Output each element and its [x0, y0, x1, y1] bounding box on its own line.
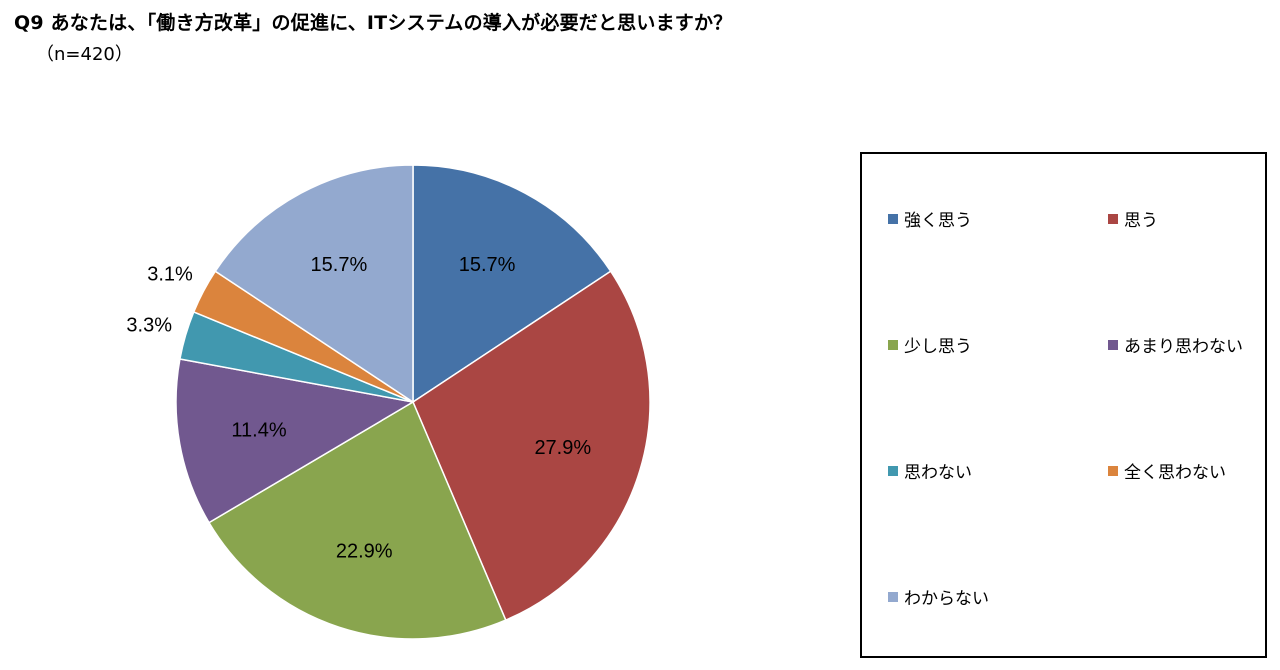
chart-subtitle: （n=420） [36, 44, 133, 65]
pie-data-label-4: 3.3% [126, 314, 172, 336]
legend-label: あまり思わない [1124, 337, 1243, 357]
legend-item-0: 強く思う [888, 206, 972, 231]
legend-swatch [1108, 339, 1118, 350]
pie-data-label-5: 3.1% [147, 263, 193, 285]
legend-label: 思う [1124, 211, 1158, 231]
legend-item-5: 全く思わない [1108, 458, 1226, 483]
legend-label: 全く思わない [1124, 463, 1226, 483]
legend-swatch [1108, 465, 1118, 476]
pie-slice-2 [207, 400, 507, 640]
chart-legend: 強く思う 思う少し思う あまり思わない思わない 全く思わないわからない [860, 152, 1267, 658]
pie-slice-1 [412, 270, 651, 622]
legend-label: わからない [904, 589, 989, 609]
pie-data-label-2: 22.9% [336, 541, 393, 563]
pie-data-label-0: 15.7% [459, 254, 516, 276]
legend-swatch [1108, 213, 1118, 224]
legend-item-2: 少し思う [888, 332, 972, 357]
legend-swatch [888, 465, 898, 476]
pie-chart: 15.7% 27.9% 22.9% 11.4% 3.3% 3.1% 15.7% [126, 164, 651, 640]
chart-title: Q9 あなたは、「働き方改革」の促進に、ITシステムの導入が必要だと思いますか？ [14, 12, 733, 34]
pie-data-label-3: 11.4% [231, 419, 286, 441]
pie-labels: 15.7% 27.9% 22.9% 11.4% 3.3% 3.1% 15.7% [126, 254, 591, 562]
pie-slices [175, 164, 651, 640]
legend-item-4: 思わない [888, 458, 972, 483]
legend-item-1: 思う [1108, 206, 1158, 231]
legend-label: 少し思う [904, 337, 972, 357]
legend-swatch [888, 339, 898, 350]
legend-swatch [888, 591, 898, 602]
pie-slice-3 [175, 358, 416, 524]
legend-label: 強く思う [904, 211, 972, 231]
pie-data-label-1: 27.9% [534, 437, 591, 459]
legend-item-6: わからない [888, 584, 989, 609]
legend-item-3: あまり思わない [1108, 332, 1243, 357]
legend-swatch [888, 213, 898, 224]
pie-data-label-6: 15.7% [311, 254, 368, 276]
legend-label: 思わない [904, 463, 972, 483]
pie-slice-6 [214, 164, 414, 404]
pie-slice-0 [412, 164, 612, 404]
